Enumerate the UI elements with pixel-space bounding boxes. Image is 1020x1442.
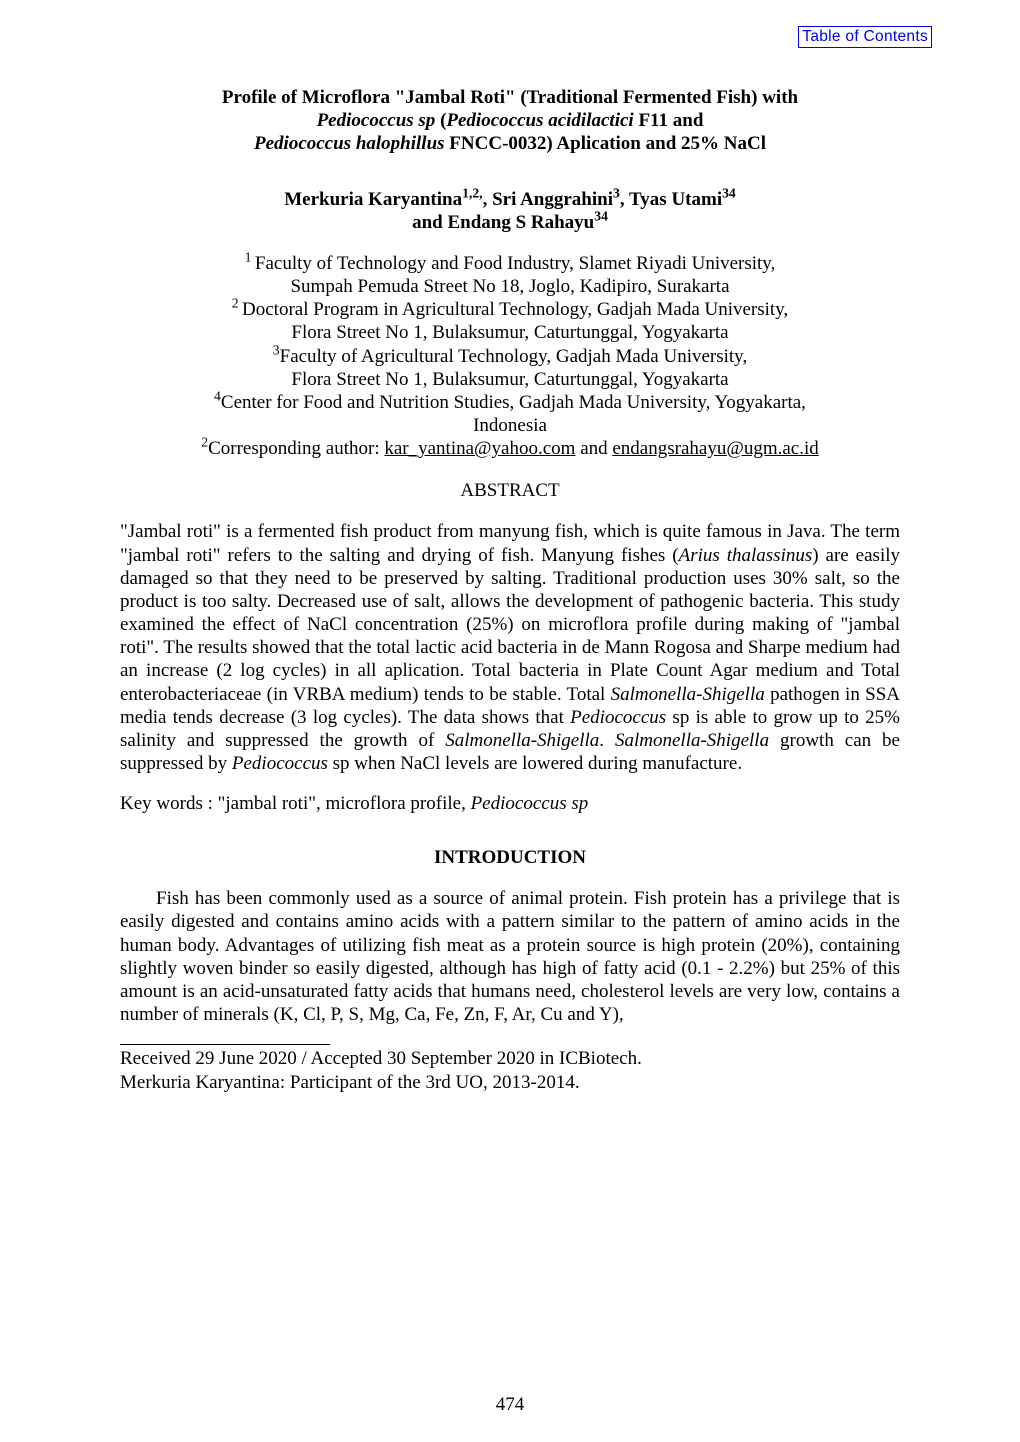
- title-text: F11 and: [634, 110, 704, 131]
- affil-sup: 3: [273, 342, 280, 357]
- footnote-line: Merkuria Karyantina: Participant of the …: [120, 1072, 580, 1093]
- author-affil-sup: 1,2,: [462, 185, 483, 200]
- title-text: (: [435, 110, 446, 131]
- affil-line: Flora Street No 1, Bulaksumur, Caturtung…: [291, 369, 728, 390]
- affil-line: Faculty of Technology and Food Industry,…: [255, 253, 775, 274]
- affil-line: Faculty of Agricultural Technology, Gadj…: [280, 346, 748, 367]
- affil-sup: 2: [232, 296, 242, 311]
- title-species-1: Pediococcus sp: [317, 110, 436, 131]
- abstract-text: ) are easily damaged so that they need t…: [120, 545, 900, 705]
- introduction-heading: INTRODUCTION: [120, 847, 900, 869]
- footnote-rule: [120, 1044, 330, 1045]
- abstract-species: Salmonella-Shigella: [615, 730, 769, 751]
- author-sep: ,: [620, 189, 629, 210]
- author-name: Tyas Utami: [629, 189, 722, 210]
- abstract-body: "Jambal roti" is a fermented fish produc…: [120, 520, 900, 775]
- author-name: Endang S Rahayu: [447, 212, 594, 233]
- affil-line: Sumpah Pemuda Street No 18, Joglo, Kadip…: [290, 276, 729, 297]
- paper-title: Profile of Microflora "Jambal Roti" (Tra…: [120, 86, 900, 156]
- page-number: 474: [0, 1394, 1020, 1416]
- author-sep: ,: [483, 189, 493, 210]
- abstract-heading: ABSTRACT: [120, 480, 900, 502]
- abstract-species: Arius thalassinus: [679, 545, 813, 566]
- affil-sup: 1: [245, 250, 255, 265]
- keywords-text: "jambal roti", microflora profile: [218, 793, 461, 814]
- abstract-species: Pediococcus: [570, 707, 666, 728]
- author-affil-sup: 34: [594, 208, 608, 223]
- corresponding-email-2[interactable]: endangsrahayu@ugm.ac.id: [612, 438, 818, 459]
- title-line-1: Profile of Microflora "Jambal Roti" (Tra…: [222, 87, 798, 108]
- table-of-contents-link[interactable]: Table of Contents: [798, 26, 932, 48]
- corresponding-and: and: [575, 438, 612, 459]
- authors: Merkuria Karyantina1,2,, Sri Anggrahini3…: [120, 188, 900, 234]
- affil-sup: 4: [214, 389, 221, 404]
- title-text: FNCC-0032) Aplication and 25% NaCl: [445, 133, 766, 154]
- title-species-2: Pediococcus acidilactici: [446, 110, 633, 131]
- title-species-3: Pediococcus halophillus: [254, 133, 445, 154]
- corresponding-label: Corresponding author:: [208, 438, 384, 459]
- footnote-line: Received 29 June 2020 / Accepted 30 Sept…: [120, 1048, 642, 1069]
- abstract-species: Salmonella-Shigella: [445, 730, 599, 751]
- affiliations: 1 Faculty of Technology and Food Industr…: [120, 252, 900, 461]
- author-and: and: [412, 212, 447, 233]
- introduction-body: Fish has been commonly used as a source …: [120, 887, 900, 1026]
- affil-line: Flora Street No 1, Bulaksumur, Caturtung…: [291, 322, 728, 343]
- abstract-text: sp when NaCl levels are lowered during m…: [328, 753, 742, 774]
- author-name: Merkuria Karyantina: [284, 189, 462, 210]
- keywords: Key words : "jambal roti", microflora pr…: [120, 793, 900, 815]
- affil-line: Indonesia: [473, 415, 547, 436]
- corresponding-email-1[interactable]: kar_yantina@yahoo.com: [384, 438, 575, 459]
- keywords-label: Key words :: [120, 793, 218, 814]
- abstract-species: Salmonella-Shigella: [611, 684, 765, 705]
- keywords-species: , Pediococcus sp: [461, 793, 588, 814]
- author-name: Sri Anggrahini: [492, 189, 613, 210]
- affil-line: Center for Food and Nutrition Studies, G…: [221, 392, 806, 413]
- footnote: Received 29 June 2020 / Accepted 30 Sept…: [120, 1047, 900, 1093]
- author-affil-sup: 34: [722, 185, 736, 200]
- page-content: Profile of Microflora "Jambal Roti" (Tra…: [0, 0, 1020, 1134]
- author-affil-sup: 3: [613, 185, 620, 200]
- abstract-text: .: [599, 730, 615, 751]
- affil-line: Doctoral Program in Agricultural Technol…: [242, 299, 788, 320]
- abstract-species: Pediococcus: [232, 753, 328, 774]
